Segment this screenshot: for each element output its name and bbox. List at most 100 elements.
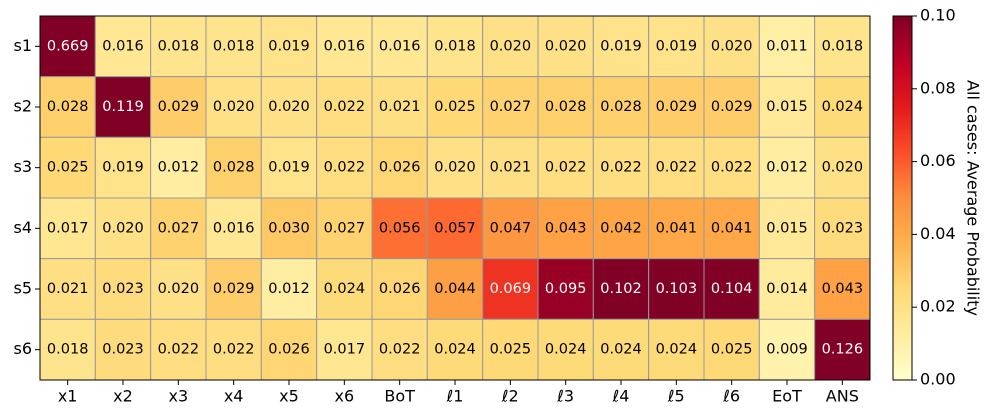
cell-label: 0.126 bbox=[822, 342, 864, 358]
cell-label: 0.020 bbox=[711, 38, 753, 54]
cell-label: 0.047 bbox=[490, 220, 532, 236]
heatmap-cell bbox=[39, 197, 96, 260]
y-tick-label: s2 bbox=[13, 97, 32, 116]
cell-label: 0.024 bbox=[434, 342, 476, 358]
heatmap-cell bbox=[537, 76, 594, 138]
heatmap-cell bbox=[371, 318, 428, 381]
cell-label: 0.025 bbox=[434, 99, 476, 115]
cell-label: 0.029 bbox=[711, 99, 753, 115]
heatmap-cell bbox=[371, 136, 428, 199]
cell-label: 0.012 bbox=[766, 160, 808, 176]
y-tick-label: s6 bbox=[13, 339, 32, 358]
colorbar-tick-label: 0.10 bbox=[920, 6, 956, 25]
cell-label: 0.023 bbox=[102, 281, 144, 297]
heatmap-cell bbox=[648, 136, 705, 199]
heatmap-cell bbox=[758, 76, 816, 138]
cell-label: 0.057 bbox=[434, 220, 476, 236]
cell-label: 0.022 bbox=[213, 342, 255, 358]
heatmap-cell bbox=[537, 318, 594, 381]
cell-label: 0.028 bbox=[213, 160, 255, 176]
heatmap-cell bbox=[758, 318, 816, 381]
heatmap-cell bbox=[260, 76, 318, 138]
x-tick-label: EoT bbox=[772, 387, 802, 406]
colorbar-tick-label: 0.04 bbox=[920, 224, 956, 243]
cell-label: 0.021 bbox=[47, 281, 89, 297]
cell-label: 0.104 bbox=[711, 281, 753, 297]
heatmap-cell bbox=[39, 15, 96, 78]
heatmap-cell bbox=[316, 258, 373, 320]
cell-label: 0.022 bbox=[324, 160, 366, 176]
cell-label: 0.024 bbox=[545, 342, 587, 358]
cell-label: 0.024 bbox=[656, 342, 698, 358]
heatmap-cell bbox=[482, 258, 539, 320]
cell-label: 0.020 bbox=[434, 160, 476, 176]
x-tick-label: ℓ3 bbox=[556, 387, 574, 406]
cell-label: 0.025 bbox=[490, 342, 532, 358]
heatmap-cell bbox=[316, 15, 373, 78]
heatmap-cell bbox=[426, 76, 484, 138]
cell-label: 0.027 bbox=[324, 220, 366, 236]
heatmap-cell bbox=[703, 76, 760, 138]
y-tick-label: s4 bbox=[13, 218, 32, 237]
heatmap-cell bbox=[537, 258, 594, 320]
heatmap-cell bbox=[537, 136, 594, 199]
cell-label: 0.022 bbox=[711, 160, 753, 176]
heatmap-cell bbox=[39, 318, 96, 381]
cell-label: 0.095 bbox=[545, 281, 587, 297]
heatmap-cell bbox=[814, 258, 871, 320]
cell-label: 0.024 bbox=[600, 342, 642, 358]
cell-label: 0.019 bbox=[600, 38, 642, 54]
colorbar-tick-label: 0.08 bbox=[920, 78, 956, 97]
heatmap-cell bbox=[205, 197, 262, 260]
heatmap-cell bbox=[150, 197, 207, 260]
cell-label: 0.014 bbox=[766, 281, 808, 297]
cell-label: 0.012 bbox=[158, 160, 200, 176]
cell-label: 0.042 bbox=[600, 220, 642, 236]
cell-label: 0.102 bbox=[600, 281, 642, 297]
heatmap-cell bbox=[592, 197, 650, 260]
cell-label: 0.017 bbox=[324, 342, 366, 358]
cell-label: 0.028 bbox=[545, 99, 587, 115]
cell-label: 0.020 bbox=[490, 38, 532, 54]
heatmap-cell bbox=[537, 197, 594, 260]
heatmap-cell bbox=[371, 76, 428, 138]
heatmap-cell bbox=[205, 258, 262, 320]
cell-label: 0.023 bbox=[822, 220, 864, 236]
cell-label: 0.024 bbox=[822, 99, 864, 115]
colorbar-tick-label: 0.06 bbox=[920, 151, 956, 170]
cell-label: 0.044 bbox=[434, 281, 476, 297]
heatmap-cell bbox=[316, 197, 373, 260]
heatmap-cell bbox=[426, 258, 484, 320]
cell-label: 0.027 bbox=[158, 220, 200, 236]
heatmap-cell bbox=[648, 258, 705, 320]
colorbar-tick-label: 0.02 bbox=[920, 297, 956, 316]
x-tick-label: x3 bbox=[169, 387, 189, 406]
x-tick-label: x2 bbox=[113, 387, 133, 406]
heatmap-cell bbox=[316, 318, 373, 381]
cell-label: 0.018 bbox=[434, 38, 476, 54]
colorbar-tick-label: 0.00 bbox=[920, 370, 956, 389]
cell-label: 0.028 bbox=[600, 99, 642, 115]
y-tick-label: s3 bbox=[13, 157, 32, 176]
heatmap-cell bbox=[94, 318, 152, 381]
cell-label: 0.012 bbox=[268, 281, 310, 297]
cell-label: 0.069 bbox=[490, 281, 532, 297]
heatmap-cell bbox=[482, 318, 539, 381]
cell-label: 0.022 bbox=[158, 342, 200, 358]
x-tick-label: BoT bbox=[384, 387, 415, 406]
x-tick-label: x1 bbox=[58, 387, 78, 406]
colorbar-label: All cases: Average Probability bbox=[964, 80, 983, 316]
cell-label: 0.011 bbox=[766, 38, 808, 54]
heatmap-cell bbox=[426, 197, 484, 260]
cell-label: 0.018 bbox=[47, 342, 89, 358]
heatmap-cell bbox=[482, 197, 539, 260]
heatmap-cell bbox=[758, 197, 816, 260]
colorbar bbox=[892, 15, 913, 381]
heatmap-cell bbox=[703, 136, 760, 199]
heatmap-cell bbox=[316, 136, 373, 199]
x-tick-label: x5 bbox=[279, 387, 299, 406]
cell-label: 0.021 bbox=[379, 99, 421, 115]
heatmap-cell bbox=[758, 258, 816, 320]
heatmap-cell bbox=[260, 197, 318, 260]
cell-label: 0.022 bbox=[600, 160, 642, 176]
